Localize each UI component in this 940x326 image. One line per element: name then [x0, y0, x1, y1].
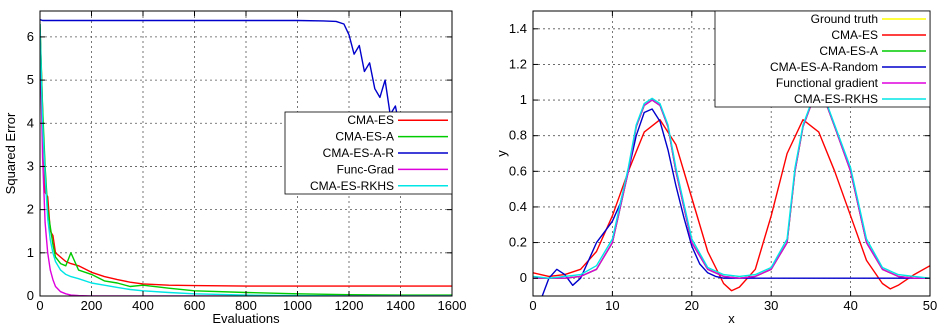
x-tick-label: 0 — [529, 298, 536, 313]
legend-label: CMA-ES — [347, 113, 394, 127]
x-tick-label: 1600 — [438, 298, 467, 313]
chart-panel-2: 0 10 20 30 40 50 0 0.2 0.4 0.6 0.8 1 1.2 1.4 x y Ground … — [494, 10, 937, 326]
y-tick-label: 1.4 — [509, 21, 527, 36]
legend-label: CMA-ES-A-Random — [770, 60, 878, 74]
legend: CMA-ES CMA-ES-A CMA-ES-A-R Func-Grad CMA-ES-… — [284, 111, 453, 195]
y-tick-label: 4 — [27, 115, 34, 130]
series-line-cma-es — [533, 118, 930, 292]
y-tick-label: 1.2 — [509, 56, 527, 71]
series-line-cma-es-rkhs — [40, 23, 452, 296]
legend-label: Ground truth — [811, 12, 878, 26]
legend-label: CMA-ES-A-R — [323, 146, 395, 160]
y-tick-label: 0.6 — [509, 163, 527, 178]
x-tick-label: 1400 — [386, 298, 415, 313]
y-tick-label: 3 — [27, 158, 34, 173]
x-tick-label: 0 — [36, 298, 43, 313]
legend-box — [714, 10, 931, 108]
x-tick-label: 1200 — [335, 298, 364, 313]
legend-label: CMA-ES-A — [819, 44, 878, 58]
x-tick-label: 400 — [132, 298, 154, 313]
x-tick-label: 10 — [605, 298, 619, 313]
y-tick-label: 0.2 — [509, 235, 527, 250]
legend-label: CMA-ES-A — [335, 130, 394, 144]
x-axis-label: Evaluations — [212, 311, 280, 326]
y-tick-label: 0.8 — [509, 128, 527, 143]
x-tick-label: 200 — [81, 298, 103, 313]
series-group — [533, 97, 930, 296]
y-tick-label: 6 — [27, 29, 34, 44]
legend-label: CMA-ES-RKHS — [794, 92, 878, 106]
legend-label: CMA-ES-RKHS — [310, 179, 394, 193]
x-tick-label: 800 — [235, 298, 257, 313]
x-axis-label: x — [728, 311, 735, 326]
y-tick-label: 1 — [520, 92, 527, 107]
x-tick-label: 600 — [184, 298, 206, 313]
chart-panel-1: 0 200 400 600 800 1000 1200 1400 1600 0 1 2 3 4 5 6 Eval… — [3, 10, 467, 326]
x-tick-label: 30 — [764, 298, 778, 313]
legend-label: Func-Grad — [337, 162, 394, 176]
legend: Ground truth CMA-ES CMA-ES-A CMA-ES-A-Rando… — [714, 10, 931, 108]
series-line-cma-es-rkhs — [533, 97, 930, 279]
legend-label: CMA-ES — [831, 28, 878, 42]
x-tick-label: 40 — [843, 298, 857, 313]
series-line-functional-gradient — [533, 99, 930, 279]
y-tick-label: 5 — [27, 72, 34, 87]
x-tick-label: 50 — [923, 298, 937, 313]
series-line-cma-es-a — [40, 23, 452, 296]
y-tick-label: 2 — [27, 202, 34, 217]
y-tick-label: 1 — [27, 245, 34, 260]
y-tick-label: 0.4 — [509, 199, 527, 214]
y-tick-label: 0 — [27, 288, 34, 303]
x-tick-label: 1000 — [283, 298, 312, 313]
y-tick-label: 0 — [520, 270, 527, 285]
legend-label: Functional gradient — [776, 76, 879, 90]
x-tick-label: 20 — [685, 298, 699, 313]
y-axis-label: Squared Error — [3, 112, 18, 194]
y-axis-label: y — [494, 150, 509, 157]
